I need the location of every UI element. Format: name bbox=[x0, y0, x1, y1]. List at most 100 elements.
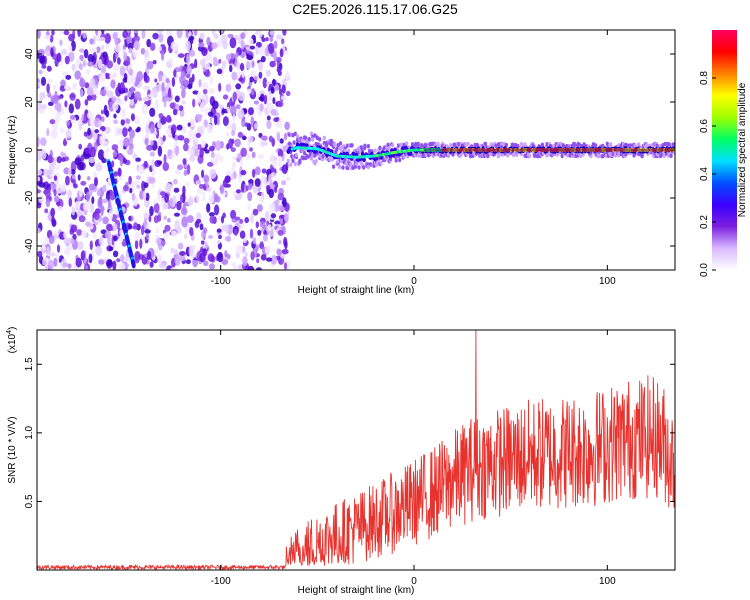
noise-speckle bbox=[274, 199, 280, 205]
noise-speckle bbox=[205, 181, 209, 188]
signal-halo bbox=[338, 146, 343, 151]
noise-speckle bbox=[86, 86, 94, 97]
noise-speckle bbox=[253, 100, 259, 105]
noise-speckle bbox=[157, 122, 163, 129]
noise-speckle bbox=[247, 191, 253, 202]
noise-speckle bbox=[240, 169, 247, 176]
noise-speckle bbox=[267, 224, 272, 232]
noise-speckle bbox=[258, 71, 263, 79]
noise-speckle bbox=[87, 176, 91, 181]
noise-speckle bbox=[38, 182, 46, 188]
noise-speckle bbox=[185, 181, 190, 188]
noise-speckle bbox=[241, 69, 245, 79]
noise-speckle bbox=[158, 113, 164, 119]
noise-speckle bbox=[234, 195, 241, 201]
noise-speckle bbox=[46, 128, 50, 137]
noise-speckle bbox=[163, 215, 167, 221]
noise-speckle bbox=[45, 198, 51, 208]
noise-speckle bbox=[226, 106, 230, 113]
noise-speckle bbox=[283, 262, 288, 270]
noise-speckle bbox=[249, 76, 254, 83]
noise-speckle bbox=[229, 105, 237, 115]
noise-speckle bbox=[50, 207, 56, 217]
noise-speckle bbox=[153, 202, 160, 214]
colorbar-label: Normalized spectral amplitude bbox=[737, 82, 748, 217]
noise-speckle bbox=[213, 115, 218, 126]
noise-speckle bbox=[211, 100, 219, 110]
y-tick-label: -40 bbox=[24, 238, 35, 253]
signal-halo bbox=[349, 162, 353, 167]
noise-speckle bbox=[111, 160, 115, 168]
noise-speckle bbox=[149, 261, 154, 268]
y-tick-label: 0.5 bbox=[24, 494, 35, 508]
noise-speckle bbox=[225, 53, 232, 61]
noise-speckle bbox=[78, 215, 86, 223]
noise-speckle bbox=[216, 68, 223, 75]
noise-speckle bbox=[112, 150, 118, 158]
noise-speckle bbox=[156, 30, 164, 34]
noise-speckle bbox=[277, 149, 284, 158]
noise-speckle bbox=[84, 99, 89, 106]
signal-halo bbox=[361, 148, 365, 153]
noise-speckle bbox=[206, 186, 212, 192]
noise-speckle bbox=[47, 259, 54, 270]
noise-speckle bbox=[129, 187, 133, 194]
noise-speckle bbox=[125, 118, 131, 125]
signal-halo bbox=[436, 141, 440, 147]
signal-halo bbox=[486, 153, 490, 159]
noise-speckle bbox=[120, 254, 125, 263]
noise-speckle bbox=[258, 30, 263, 38]
noise-speckle bbox=[97, 149, 105, 161]
noise-speckle bbox=[269, 30, 275, 36]
colorbar-tick-label: 0.2 bbox=[699, 215, 710, 229]
noise-speckle bbox=[281, 164, 288, 175]
noise-speckle bbox=[250, 213, 254, 224]
noise-speckle bbox=[268, 42, 275, 54]
noise-speckle bbox=[186, 164, 191, 175]
noise-speckle bbox=[60, 30, 65, 35]
noise-speckle bbox=[85, 68, 91, 75]
noise-speckle bbox=[157, 160, 163, 165]
noise-speckle bbox=[112, 101, 119, 111]
signal-halo bbox=[421, 153, 425, 159]
signal-halo bbox=[292, 140, 296, 145]
signal-halo bbox=[332, 164, 336, 169]
noise-speckle bbox=[260, 254, 267, 261]
noise-speckle bbox=[157, 253, 163, 265]
noise-speckle bbox=[185, 259, 191, 265]
noise-speckle bbox=[239, 62, 245, 71]
noise-speckle bbox=[104, 33, 111, 44]
noise-speckle bbox=[43, 168, 50, 177]
noise-speckle bbox=[167, 184, 173, 189]
noise-speckle bbox=[46, 83, 50, 94]
noise-speckle bbox=[79, 89, 84, 98]
noise-speckle bbox=[187, 148, 194, 156]
noise-speckle bbox=[199, 32, 205, 40]
noise-speckle bbox=[49, 119, 56, 125]
signal-halo bbox=[373, 148, 377, 153]
noise-speckle bbox=[235, 189, 241, 194]
noise-speckle bbox=[98, 135, 106, 146]
noise-speckle bbox=[122, 30, 129, 39]
noise-speckle bbox=[144, 229, 151, 234]
noise-speckle bbox=[225, 224, 229, 234]
noise-speckle bbox=[170, 127, 175, 135]
noise-speckle bbox=[264, 245, 272, 255]
colorbar-tick-label: 0.6 bbox=[699, 119, 710, 133]
noise-speckle bbox=[53, 189, 57, 197]
noise-speckle bbox=[108, 209, 113, 221]
spectrogram-x-ticks: -100 0 100 bbox=[211, 30, 616, 287]
noise-speckle bbox=[130, 113, 135, 122]
signal-halo bbox=[547, 151, 551, 157]
noise-speckle bbox=[215, 140, 221, 151]
noise-speckle bbox=[63, 167, 70, 175]
noise-speckle bbox=[257, 229, 262, 236]
noise-speckle bbox=[141, 103, 149, 115]
noise-speckle bbox=[105, 190, 111, 202]
noise-speckle bbox=[248, 179, 254, 184]
noise-speckle bbox=[179, 251, 186, 256]
noise-speckle bbox=[247, 88, 252, 94]
signal-halo bbox=[416, 141, 420, 147]
noise-speckle bbox=[113, 113, 117, 119]
noise-speckle bbox=[53, 84, 57, 91]
